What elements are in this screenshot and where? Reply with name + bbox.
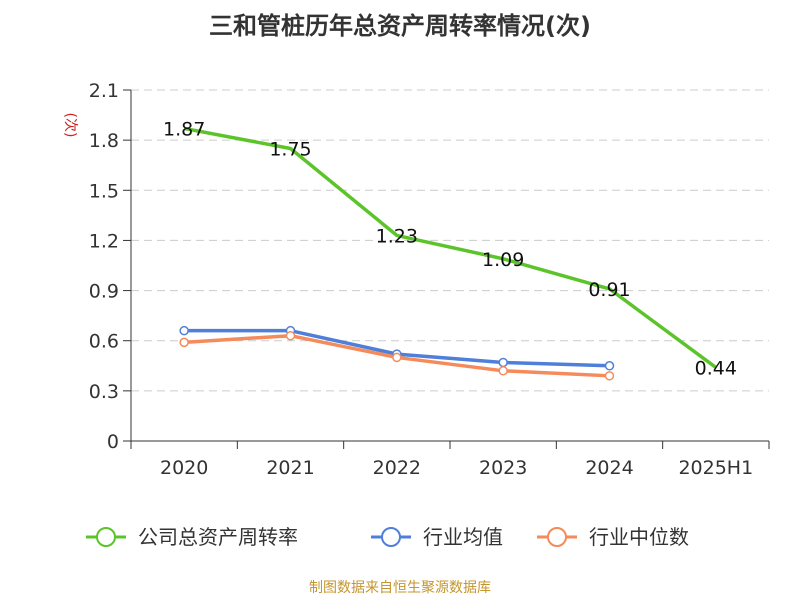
data-point: [604, 371, 615, 381]
data-point: [179, 337, 189, 348]
chart-title: 三和管桩历年总资产周转率情况(次): [209, 12, 591, 40]
y-tick-label: 1.2: [89, 230, 119, 252]
legend-label: 公司总资产周转率: [138, 525, 298, 549]
legend: 公司总资产周转率 行业均值 行业中位数: [86, 525, 689, 549]
x-tick-label: 2023: [479, 457, 527, 479]
data-point: [498, 366, 508, 376]
series-line: [183, 126, 717, 369]
legend-swatch-marker: [96, 527, 116, 547]
axes: [123, 89, 770, 449]
data-label: 1.75: [269, 139, 311, 161]
data-label: 1.09: [482, 249, 524, 271]
data-point: [179, 325, 189, 336]
y-tick-label: 0.3: [89, 381, 119, 403]
x-tick-label: 2025H1: [678, 457, 753, 479]
y-tick-label: 0.9: [89, 281, 119, 303]
data-point: [498, 357, 508, 368]
data-point: [392, 352, 402, 363]
x-tick-label: 2021: [266, 457, 314, 479]
y-tick-label: 2.1: [89, 80, 119, 102]
data-point: [604, 361, 615, 371]
y-tick-label: 1.5: [89, 180, 119, 202]
legend-label: 行业均值: [423, 525, 503, 549]
data-label: 0.91: [588, 279, 630, 301]
y-tick-label: 0: [107, 431, 119, 453]
data-labels: 1.87 1.75 1.23 1.09 0.91 0.44: [163, 118, 737, 379]
legend-swatch-marker: [381, 527, 401, 547]
legend-swatch-marker: [547, 527, 567, 547]
x-tick-label: 2022: [373, 457, 421, 479]
series-group: [179, 126, 717, 381]
x-tick-label: 2024: [585, 457, 633, 479]
data-point: [285, 330, 296, 341]
x-tick-label: 2020: [160, 457, 208, 479]
y-tick-label: 1.8: [89, 130, 119, 152]
data-label: 1.87: [163, 118, 205, 140]
source-note: 制图数据来自恒生聚源数据库: [309, 580, 491, 596]
data-label: 1.23: [376, 225, 418, 247]
legend-label: 行业中位数: [589, 525, 689, 549]
y-axis-label: (次): [62, 113, 78, 138]
y-tick-labels: 0 0.3 0.6 0.9 1.2 1.5 1.8 2.1: [89, 80, 119, 453]
data-label: 0.44: [695, 357, 737, 379]
y-tick-label: 0.6: [89, 331, 119, 353]
x-tick-labels: 2020 2021 2022 2023 2024 2025H1: [160, 457, 753, 479]
